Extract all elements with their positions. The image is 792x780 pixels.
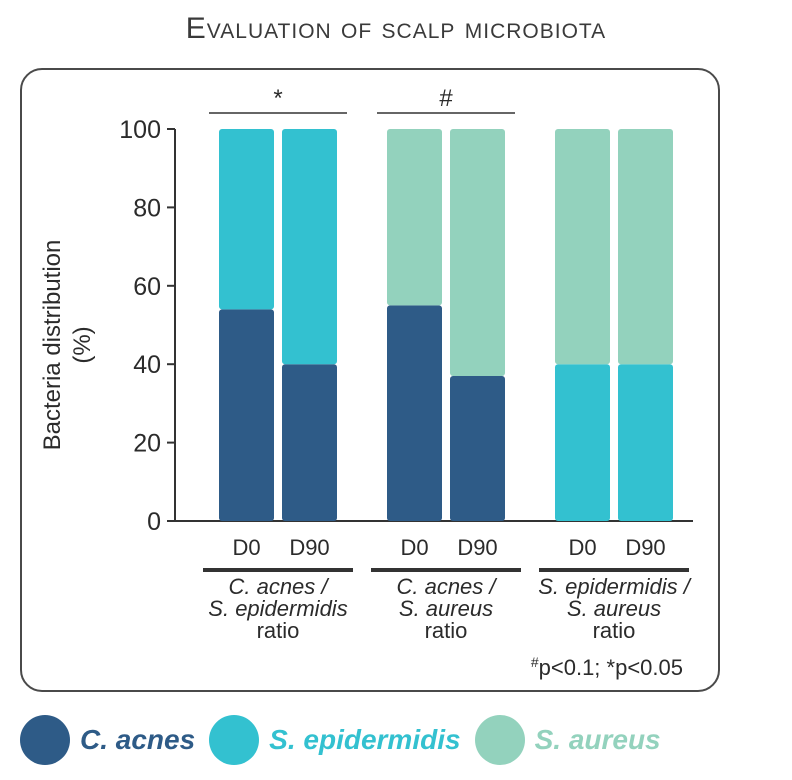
- legend-swatch: [20, 715, 70, 765]
- chart-title: Evaluation of scalp microbiota: [185, 12, 607, 45]
- y-tick-label: 60: [133, 273, 161, 301]
- bar-segment: [282, 364, 337, 521]
- bar-segment: [555, 364, 610, 521]
- bar-segment: [555, 129, 610, 365]
- legend-item: S. epidermidis: [209, 715, 461, 765]
- footnote: #p<0.1; *p<0.05: [531, 654, 683, 680]
- y-tick-label: 0: [147, 508, 161, 536]
- significance-marker: #: [439, 85, 453, 112]
- x-tick-label: D90: [625, 535, 665, 560]
- y-tick-label: 80: [133, 194, 161, 222]
- x-tick-label: D0: [232, 535, 260, 560]
- group-label: ratio: [425, 618, 468, 643]
- footnote-superscript: #: [531, 654, 539, 670]
- bar-segment: [618, 129, 673, 365]
- x-tick-label: D90: [457, 535, 497, 560]
- legend-item: S. aureus: [474, 715, 661, 765]
- group-label: S. epidermidis: [208, 596, 347, 621]
- group-label: C. acnes /: [396, 574, 497, 599]
- group-label: S. aureus: [567, 596, 661, 621]
- bar-segment: [450, 375, 505, 521]
- legend-label: S. aureus: [534, 724, 661, 755]
- bar-segment: [387, 129, 442, 306]
- significance-marker: *: [273, 85, 282, 112]
- chart-panel: [20, 68, 720, 692]
- footnote-text: p<0.1; *p<0.05: [539, 655, 683, 680]
- legend-item: C. acnes: [20, 715, 195, 765]
- legend-swatch: [209, 715, 260, 765]
- group-label: ratio: [593, 618, 636, 643]
- y-tick-label: 40: [133, 351, 161, 379]
- group-label: S. aureus: [399, 596, 493, 621]
- x-tick-label: D0: [400, 535, 428, 560]
- y-tick-label: 100: [119, 116, 161, 144]
- y-axis-label: Bacteria distribution: [39, 240, 66, 451]
- bar-segment: [282, 129, 337, 365]
- y-tick-label: 20: [133, 430, 161, 458]
- x-tick-label: D0: [568, 535, 596, 560]
- x-tick-label: D90: [289, 535, 329, 560]
- bar-segment: [219, 309, 274, 521]
- legend-swatch: [474, 715, 525, 765]
- bar-segment: [387, 305, 442, 521]
- legend: C. acnes S. epidermidis S. aureus: [20, 712, 675, 768]
- bar-segment: [450, 129, 505, 376]
- legend-label: S. epidermidis: [269, 724, 461, 755]
- group-label: C. acnes /: [228, 574, 329, 599]
- bar-segment: [219, 129, 274, 310]
- legend-label: C. acnes: [80, 724, 196, 755]
- bar-segment: [618, 364, 673, 521]
- group-label: ratio: [257, 618, 300, 643]
- y-axis-unit: (%): [69, 326, 96, 363]
- group-label: S. epidermidis /: [538, 574, 692, 599]
- chart-svg: 0 20 40 60 80 100 Bacteria distribution (%) D0 D9…: [39, 85, 693, 680]
